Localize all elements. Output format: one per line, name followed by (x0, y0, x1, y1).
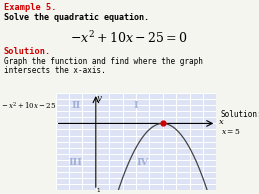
Text: $y = -x^2 + 10x - 25$: $y = -x^2 + 10x - 25$ (0, 100, 56, 114)
Text: III: III (69, 158, 83, 167)
Text: intersects the x-axis.: intersects the x-axis. (4, 66, 106, 75)
Text: I: I (134, 101, 138, 110)
Text: Solution:: Solution: (221, 110, 259, 119)
Text: II: II (71, 101, 80, 110)
Text: $y$: $y$ (96, 94, 103, 104)
Text: Graph the function and find where the graph: Graph the function and find where the gr… (4, 57, 203, 66)
Text: $-x^2 + 10x - 25 = 0$: $-x^2 + 10x - 25 = 0$ (70, 30, 188, 46)
Text: 1: 1 (97, 188, 100, 193)
Text: $x = 5$: $x = 5$ (221, 127, 241, 136)
Text: IV: IV (136, 158, 149, 167)
Text: Example 5.: Example 5. (4, 3, 56, 12)
Text: Solve the quadratic equation.: Solve the quadratic equation. (4, 13, 149, 22)
Text: Solution.: Solution. (4, 47, 51, 56)
Text: $x$: $x$ (218, 117, 225, 126)
